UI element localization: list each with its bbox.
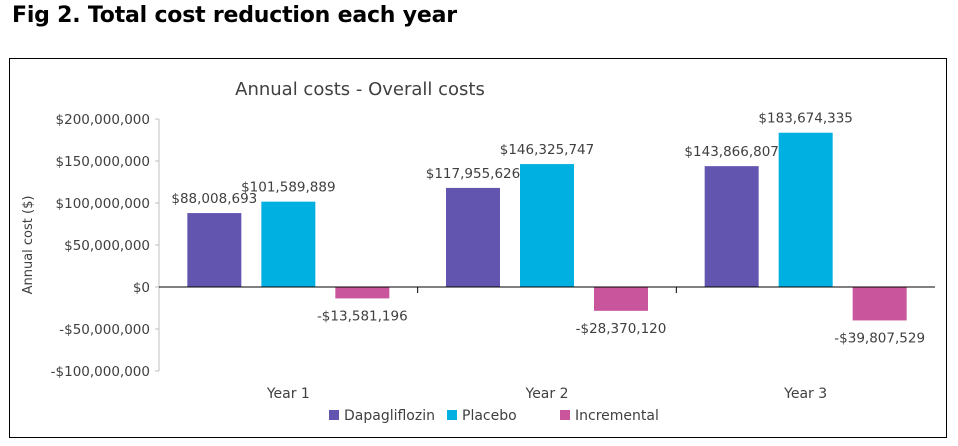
- bar-incremental-year-3: [852, 287, 907, 321]
- x-tick-label: Year 2: [525, 386, 569, 402]
- legend-swatch-incremental: [560, 410, 570, 420]
- legend-label-placebo: Placebo: [462, 408, 517, 424]
- bar-dapagliflozin-year-3: [704, 166, 759, 287]
- figure-title: Fig 2. Total cost reduction each year: [12, 3, 457, 28]
- legend-label-dapagliflozin: Dapagliflozin: [344, 408, 435, 424]
- y-tick-label: -$50,000,000: [59, 322, 150, 338]
- bar-incremental-year-2: [594, 287, 648, 311]
- bar-placebo-year-2: [520, 164, 574, 287]
- bar-placebo-year-1: [261, 201, 316, 287]
- data-label: -$39,807,529: [834, 330, 925, 346]
- data-label: $101,589,889: [241, 180, 335, 196]
- data-label: $143,866,807: [684, 144, 778, 160]
- y-tick-label: $200,000,000: [56, 112, 150, 128]
- y-tick-label: $150,000,000: [56, 154, 150, 170]
- y-axis-label: Annual cost ($): [21, 196, 36, 295]
- x-tick-label: Year 3: [783, 386, 827, 402]
- chart-title: Annual costs - Overall costs: [235, 79, 485, 100]
- bar-dapagliflozin-year-1: [187, 213, 242, 287]
- data-label: $88,008,693: [171, 191, 257, 207]
- bar-incremental-year-1: [335, 287, 390, 299]
- data-label: $146,325,747: [500, 142, 594, 158]
- data-label: $117,955,626: [426, 166, 520, 182]
- x-tick-label: Year 1: [266, 386, 310, 402]
- bar-placebo-year-3: [778, 132, 833, 287]
- y-tick-label: $50,000,000: [64, 238, 150, 254]
- data-label: -$13,581,196: [317, 308, 408, 324]
- y-tick-label: $0: [133, 280, 150, 296]
- data-label: -$28,370,120: [576, 321, 667, 337]
- legend-swatch-dapagliflozin: [329, 410, 339, 420]
- data-label: $183,674,335: [758, 111, 852, 127]
- bar-dapagliflozin-year-2: [446, 187, 500, 287]
- legend-label-incremental: Incremental: [575, 408, 659, 424]
- legend-swatch-placebo: [447, 410, 457, 420]
- y-tick-label: $100,000,000: [56, 196, 150, 212]
- y-tick-label: -$100,000,000: [51, 364, 150, 380]
